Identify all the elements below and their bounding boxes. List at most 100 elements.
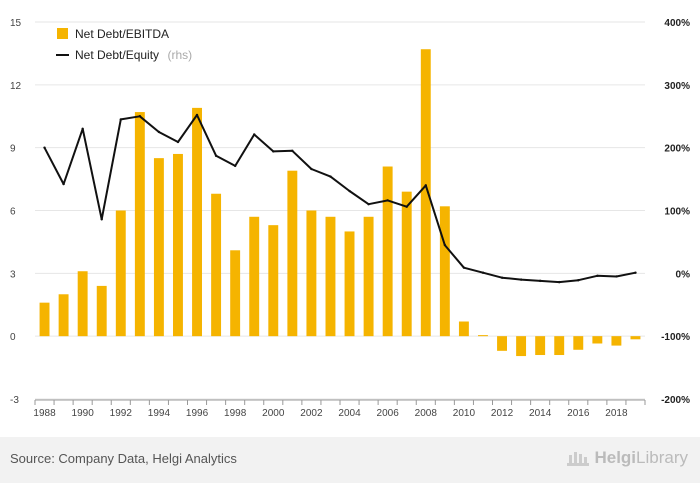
bar-2005 (363, 216, 374, 337)
left-tick-label: 6 (10, 207, 16, 218)
legend-label-net-debt-equity-name: Net Debt/Equity (75, 48, 159, 62)
footer: Source: Company Data, Helgi Analytics He… (0, 437, 700, 483)
bar-2013 (516, 336, 527, 357)
bar-1998 (230, 250, 241, 337)
x-tick-label: 2018 (605, 408, 628, 419)
bar-1989 (58, 294, 69, 337)
x-tick-label: 2010 (453, 408, 476, 419)
line-point-1999 (253, 133, 256, 136)
x-tick-label: 1990 (72, 408, 95, 419)
line-series-net-debt-equity (43, 113, 637, 284)
bar-2002 (306, 210, 317, 337)
left-y-axis: -3 0 3 6 9 12 15 (10, 18, 22, 406)
bar-1992 (115, 210, 126, 337)
x-tick-label: 2014 (529, 408, 552, 419)
x-tick-label: 2000 (262, 408, 285, 419)
line-point-2008 (424, 184, 427, 187)
legend-label-rhs: (rhs) (168, 48, 193, 62)
x-tick-label: 2002 (300, 408, 323, 419)
line-point-2012 (500, 276, 504, 279)
line-point-2015 (558, 280, 561, 284)
left-tick-label: 3 (10, 269, 16, 280)
bar-1997 (211, 193, 222, 337)
line-point-2007 (405, 205, 408, 208)
line-point-2014 (538, 279, 542, 283)
left-tick-label: 9 (10, 144, 16, 155)
bar-2018 (611, 336, 622, 346)
bar-2010 (458, 321, 469, 337)
line-point-2009 (443, 243, 447, 247)
x-tick-label: 2008 (415, 408, 438, 419)
line-point-1995 (176, 140, 180, 144)
line-point-1991 (100, 218, 103, 221)
source-note: Source: Company Data, Helgi Analytics (10, 451, 237, 466)
right-y-axis: -200% -100% 0% 100% 200% 300% 400% (661, 18, 690, 406)
line-point-1993 (138, 115, 142, 118)
library-icon (567, 452, 590, 466)
gridlines (35, 21, 645, 400)
bar-2001 (287, 170, 298, 337)
bar-2015 (554, 336, 565, 356)
brand-name-part2: Library (636, 448, 688, 467)
x-tick-label: 1994 (148, 408, 171, 419)
line-point-2011 (481, 271, 485, 274)
line-point-1994 (157, 130, 161, 134)
x-tick-label: 1988 (33, 408, 56, 419)
line-point-1988 (43, 146, 46, 149)
bar-2003 (325, 216, 336, 337)
line-point-1996 (195, 113, 199, 117)
x-tick-label: 2012 (491, 408, 514, 419)
bar-2000 (268, 225, 279, 337)
brand-name: HelgiLibrary (594, 448, 688, 468)
legend-label-net-debt-equity: Net Debt/Equity (rhs) (75, 46, 192, 63)
right-tick-label: 0% (676, 269, 691, 280)
line-point-2017 (596, 274, 599, 278)
x-axis: 1988 1990 1992 1994 1996 1998 2000 2002 2004 2006… (33, 399, 646, 419)
bar-1988 (39, 302, 50, 337)
line-point-1998 (233, 164, 237, 168)
line-point-1997 (214, 154, 218, 158)
x-tick-label: 1992 (110, 408, 133, 419)
bar-2019 (630, 336, 641, 340)
line-point-2004 (348, 189, 351, 193)
line-point-2000 (272, 150, 275, 153)
line-point-2018 (615, 275, 618, 278)
x-tick-label: 2004 (338, 408, 361, 419)
line-point-2006 (386, 199, 389, 202)
line-point-1992 (119, 118, 122, 121)
legend-label-net-debt-ebitda: Net Debt/EBITDA (75, 27, 169, 41)
line-point-2001 (291, 149, 294, 153)
brand[interactable]: HelgiLibrary (566, 448, 688, 468)
right-tick-label: -200% (661, 395, 690, 406)
bar-1991 (96, 285, 107, 337)
right-tick-label: 100% (664, 207, 690, 218)
line-point-2005 (367, 203, 370, 206)
right-tick-label: 400% (664, 18, 690, 29)
bar-2017 (592, 336, 603, 344)
bar-1994 (153, 158, 164, 337)
bar-2012 (497, 336, 507, 351)
line-point-1989 (62, 182, 65, 186)
bar-2007 (401, 191, 412, 337)
line-point-2013 (519, 278, 523, 281)
left-tick-label: -3 (10, 395, 19, 406)
bar-2011 (478, 335, 488, 337)
legend-swatch-net-debt-ebitda (57, 28, 68, 39)
bar-series-net-debt-ebitda (39, 49, 641, 357)
bar-1993 (134, 112, 145, 337)
right-tick-label: -100% (661, 332, 690, 343)
legend: Net Debt/EBITDA Net Debt/Equity (rhs) (56, 27, 192, 63)
bar-2014 (535, 336, 546, 356)
right-tick-label: 200% (664, 144, 690, 155)
line-point-2016 (577, 279, 580, 282)
bar-2009 (439, 206, 450, 337)
right-tick-label: 300% (664, 81, 690, 92)
left-tick-label: 0 (10, 332, 16, 343)
line-point-2010 (462, 266, 466, 269)
x-tick-label: 1998 (224, 408, 247, 419)
x-tick-label: 2016 (567, 408, 590, 419)
bar-2006 (382, 166, 393, 337)
left-tick-label: 15 (10, 18, 22, 29)
bar-1996 (192, 107, 202, 337)
bar-1995 (173, 153, 183, 337)
